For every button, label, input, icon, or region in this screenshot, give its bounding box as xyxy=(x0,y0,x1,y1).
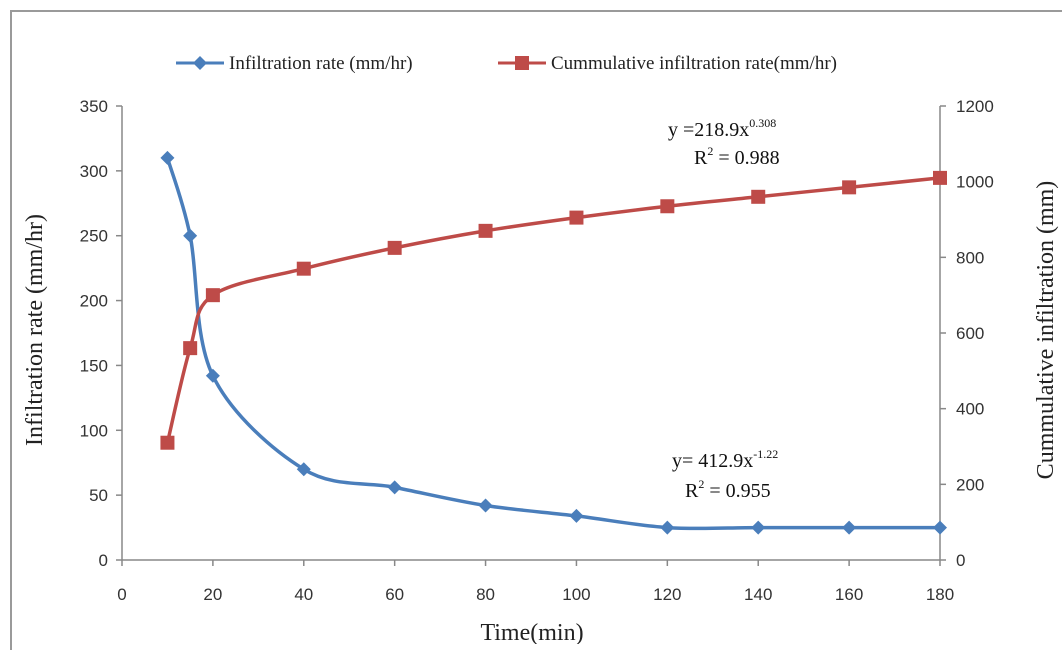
y-tick-label: 50 xyxy=(89,486,108,505)
y2-tick-label: 400 xyxy=(956,400,984,419)
cumulative-infiltration-point xyxy=(296,261,311,276)
y-tick-label: 0 xyxy=(99,551,108,570)
legend: Infiltration rate (mm/hr) Cummulative in… xyxy=(176,53,837,74)
legend-label-infiltration-rate: Infiltration rate (mm/hr) xyxy=(229,53,413,74)
infiltration-rate-point xyxy=(296,462,311,477)
y-tick-label: 100 xyxy=(80,421,108,440)
equation-cumulative-line1: y =218.9x0.308 xyxy=(668,116,776,141)
x-tick-label: 60 xyxy=(385,585,404,604)
y-tick-label: 350 xyxy=(80,97,108,116)
cumulative-infiltration-point xyxy=(205,288,220,303)
infiltration-rate-point xyxy=(160,150,175,165)
y2-tick-label: 0 xyxy=(956,551,965,570)
x-tick-label: 0 xyxy=(117,585,126,604)
cumulative-infiltration-point xyxy=(842,180,857,195)
infiltration-rate-point xyxy=(660,520,675,535)
legend-diamond-marker xyxy=(193,56,207,70)
y2-tick-label: 1200 xyxy=(956,97,994,116)
x-tick-label: 80 xyxy=(476,585,495,604)
cumulative-infiltration-point xyxy=(478,223,493,238)
infiltration-rate-point xyxy=(569,508,584,523)
infiltration-rate-point xyxy=(387,480,402,495)
ticks: 0 20 40 60 80 100 120 140 160 1800501001502002503… xyxy=(80,97,994,604)
equation-rate: y= 412.9x-1.22 R2 = 0.955 xyxy=(672,447,778,502)
cumulative-infiltration-point xyxy=(160,435,175,450)
equation-rate-line2: R2 = 0.955 xyxy=(685,477,771,502)
axes xyxy=(121,106,941,561)
y-tick-label: 300 xyxy=(80,162,108,181)
legend-item-infiltration-rate: Infiltration rate (mm/hr) xyxy=(176,53,413,74)
series-markers xyxy=(160,150,947,535)
x-tick-label: 160 xyxy=(835,585,863,604)
cumulative-infiltration-point xyxy=(660,199,675,214)
x-tick-label: 20 xyxy=(203,585,222,604)
y-tick-label: 150 xyxy=(80,356,108,375)
legend-label-cumulative: Cummulative infiltration rate(mm/hr) xyxy=(551,53,837,74)
cumulative-infiltration-point xyxy=(183,341,198,356)
infiltration-rate-point xyxy=(751,520,766,535)
y2-tick-label: 200 xyxy=(956,475,984,494)
cumulative-infiltration-line xyxy=(165,176,941,444)
equation-cumulative-line2: R2 = 0.988 xyxy=(694,144,780,169)
infiltration-rate-point xyxy=(478,498,493,513)
equation-rate-line1: y= 412.9x-1.22 xyxy=(672,447,778,472)
x-tick-label: 40 xyxy=(294,585,313,604)
equation-cumulative: y =218.9x0.308 R2 = 0.988 xyxy=(668,116,780,169)
x-tick-label: 120 xyxy=(653,585,681,604)
infiltration-rate-point xyxy=(183,228,198,243)
series-lines xyxy=(165,157,941,531)
chart-frame xyxy=(10,10,1062,650)
cumulative-infiltration-point xyxy=(933,170,947,185)
legend-item-cumulative: Cummulative infiltration rate(mm/hr) xyxy=(498,53,837,74)
y-tick-label: 200 xyxy=(80,292,108,311)
x-tick-label: 140 xyxy=(744,585,772,604)
left-y-axis-title: Infiltration rate (mm/hr) xyxy=(22,214,48,446)
infiltration-rate-point xyxy=(205,368,220,383)
x-tick-label: 100 xyxy=(562,585,590,604)
y2-tick-label: 600 xyxy=(956,324,984,343)
y-tick-label: 250 xyxy=(80,227,108,246)
legend-square-marker xyxy=(515,56,529,70)
infiltration-rate-line xyxy=(165,157,940,531)
infiltration-rate-point xyxy=(933,520,947,535)
right-y-axis-title: Cummulative infiltration (mm) xyxy=(1033,181,1059,480)
y2-tick-label: 800 xyxy=(956,248,984,267)
cumulative-infiltration-point xyxy=(569,210,584,225)
x-axis-title: Time(min) xyxy=(480,620,583,644)
cumulative-infiltration-point xyxy=(387,240,402,255)
y2-tick-label: 1000 xyxy=(956,173,994,192)
cumulative-infiltration-point xyxy=(751,189,766,204)
infiltration-rate-point xyxy=(842,520,857,535)
x-tick-label: 180 xyxy=(926,585,954,604)
